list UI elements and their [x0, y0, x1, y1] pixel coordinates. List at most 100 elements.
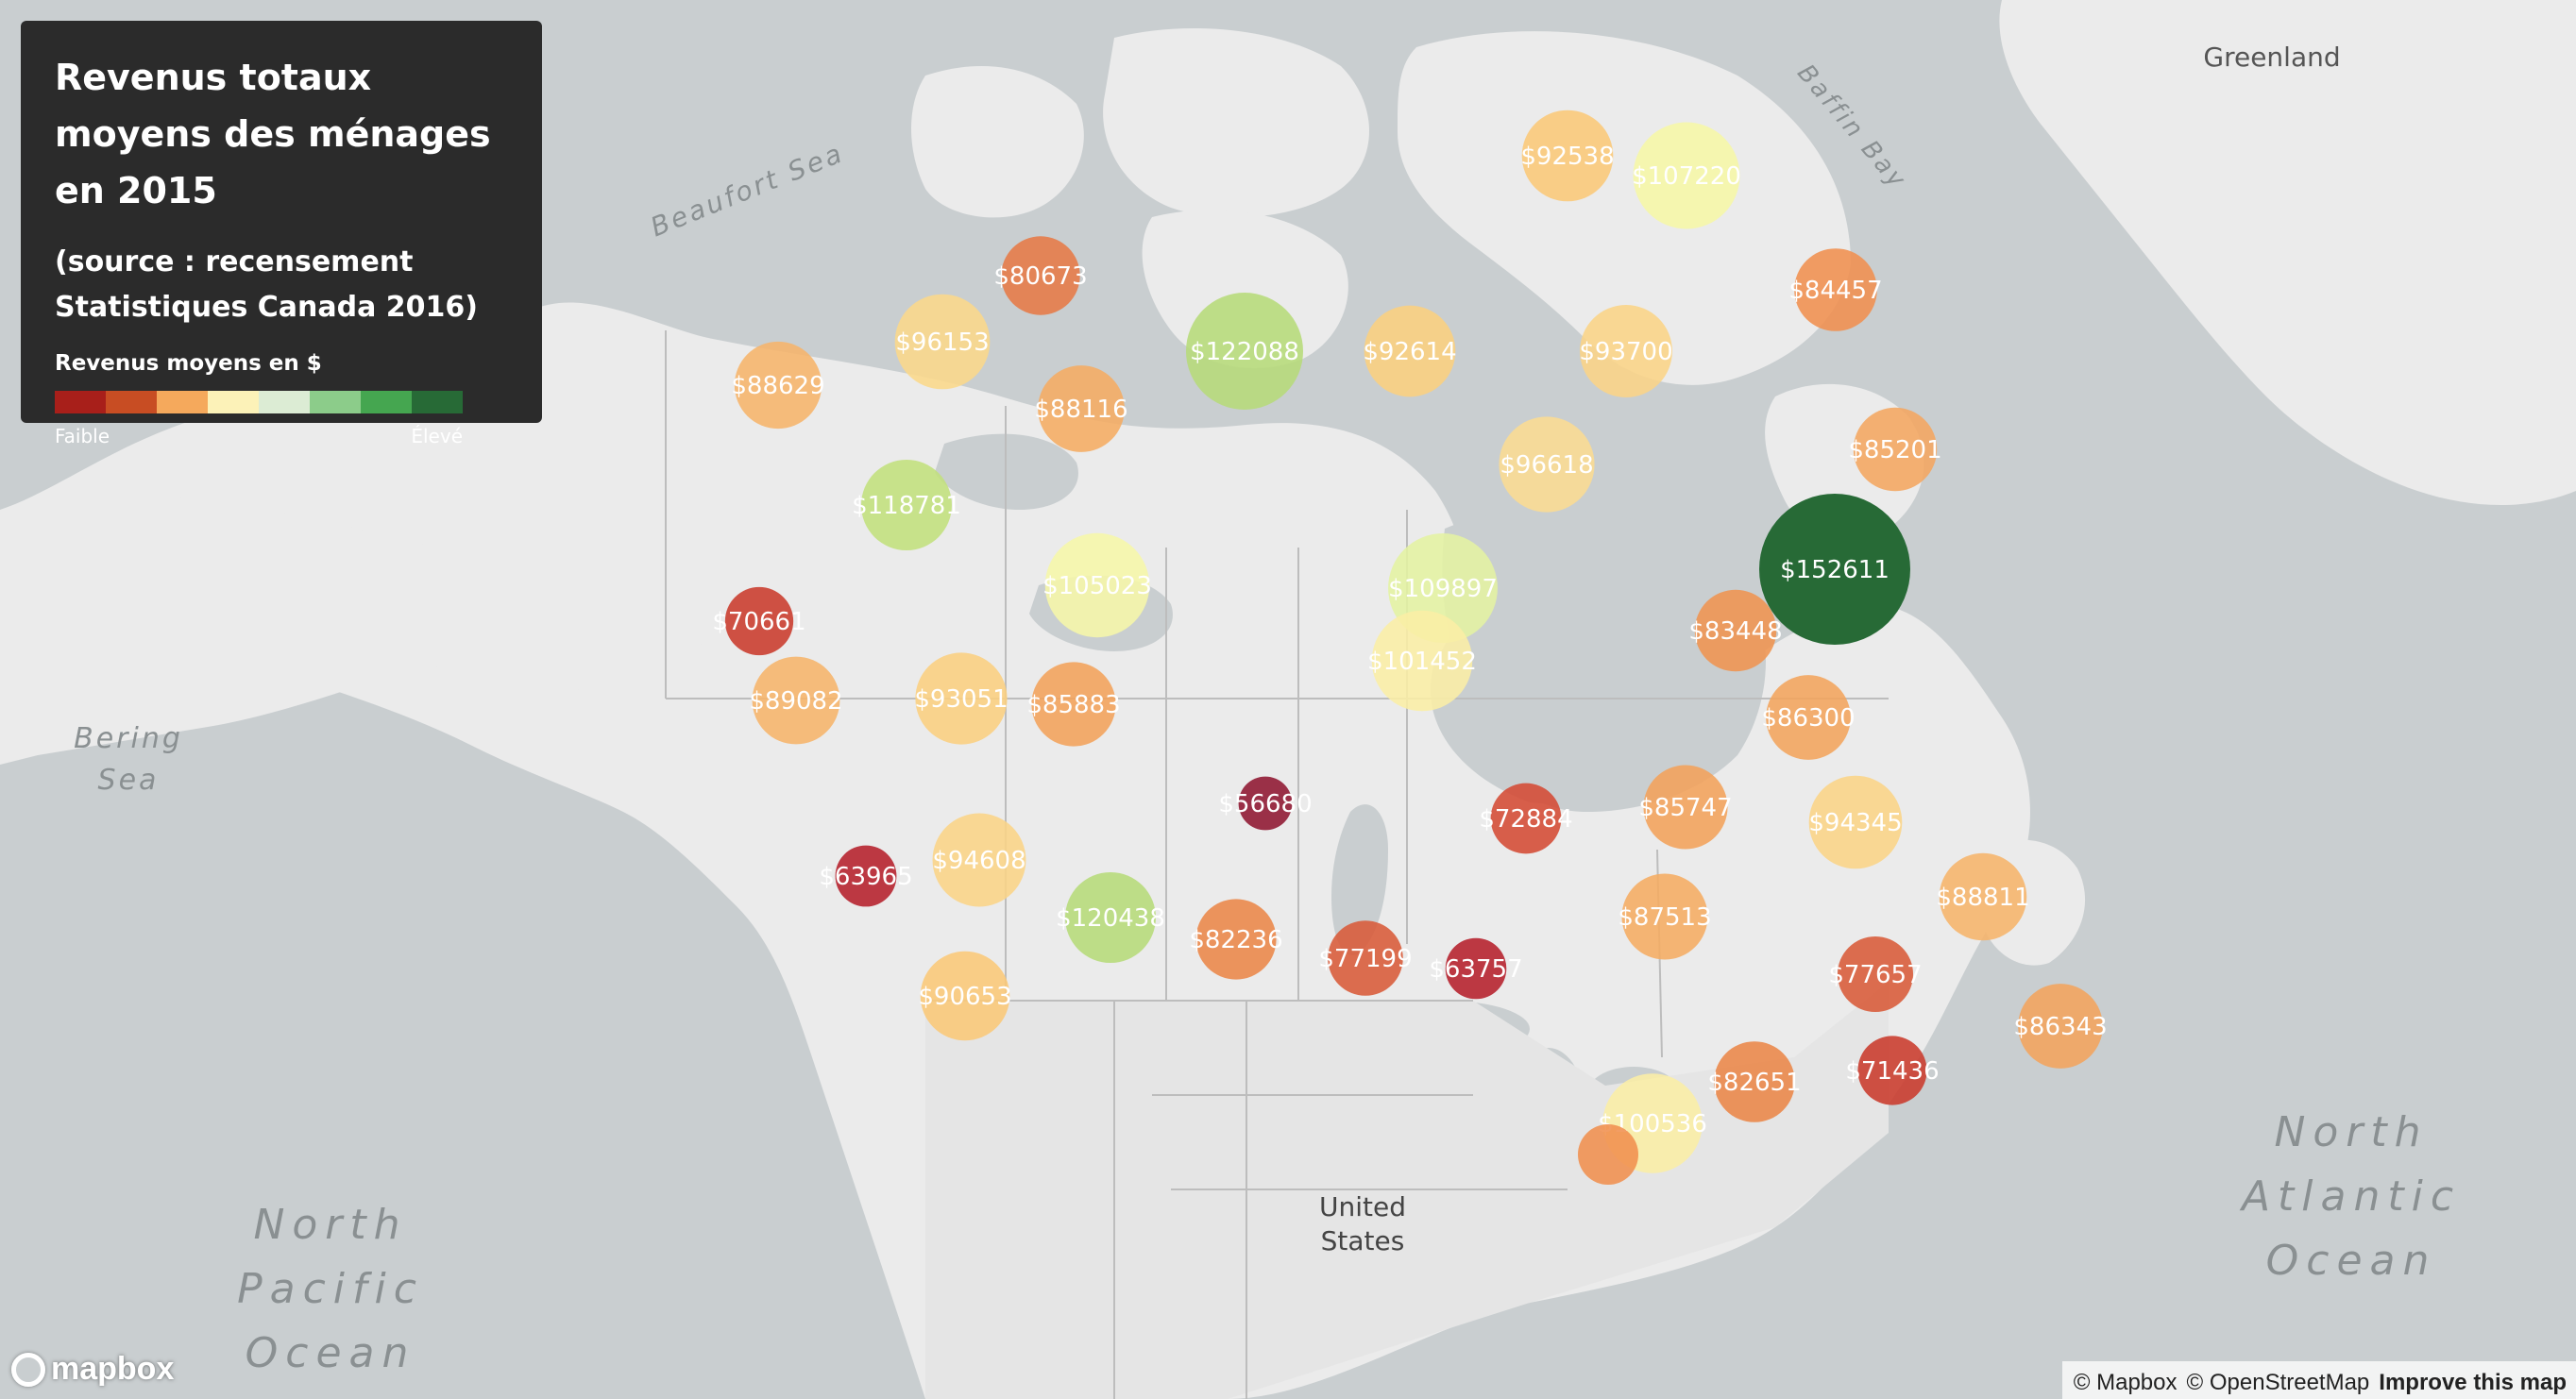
income-marker-label: $92538: [1520, 143, 1614, 171]
bering-sea-label-2: Sea: [98, 764, 160, 797]
income-marker-label: $88811: [1936, 884, 2029, 912]
income-marker[interactable]: [2018, 984, 2103, 1069]
income-marker-label: $85201: [1848, 436, 1941, 464]
income-marker-label: $56680: [1218, 790, 1312, 818]
income-marker[interactable]: [1328, 920, 1403, 996]
legend-swatch: [259, 391, 310, 413]
income-marker-label: $72884: [1479, 805, 1572, 834]
mapbox-logo-text: mapbox: [51, 1351, 175, 1387]
income-marker[interactable]: [1766, 675, 1851, 760]
income-marker[interactable]: [1759, 494, 1910, 645]
income-marker[interactable]: [932, 813, 1026, 907]
income-marker[interactable]: [1621, 873, 1708, 960]
greenland-label: Greenland: [2203, 42, 2340, 73]
legend-source: (source : recensement Statistiques Canad…: [55, 245, 479, 324]
income-marker[interactable]: [1578, 1124, 1638, 1185]
income-marker-label: $70661: [712, 608, 805, 636]
income-marker-label: $90653: [918, 983, 1011, 1011]
income-marker[interactable]: [1939, 852, 2027, 941]
income-marker[interactable]: [1714, 1041, 1795, 1122]
income-marker[interactable]: [1364, 305, 1456, 397]
income-marker[interactable]: [1643, 765, 1728, 850]
income-marker-label: $83448: [1688, 617, 1782, 646]
income-marker-label: $105023: [1042, 572, 1152, 600]
income-marker[interactable]: [1044, 532, 1150, 638]
income-marker-label: $120438: [1056, 904, 1165, 933]
income-marker[interactable]: [1794, 248, 1877, 331]
income-marker[interactable]: [1633, 122, 1740, 229]
income-marker-label: $89082: [749, 687, 842, 716]
income-marker[interactable]: [724, 586, 794, 656]
income-marker-label: $94345: [1808, 809, 1902, 837]
pacific-ocean-label-2: Pacific: [237, 1265, 424, 1313]
income-marker[interactable]: [1499, 416, 1595, 513]
legend-swatch: [157, 391, 208, 413]
income-marker-label: $94608: [932, 847, 1025, 875]
income-marker[interactable]: [1031, 662, 1116, 747]
income-marker-label: $96153: [895, 329, 989, 357]
income-marker[interactable]: [835, 845, 897, 907]
mapbox-logo-icon: [11, 1352, 45, 1387]
income-marker-label: $93700: [1579, 338, 1672, 366]
income-marker[interactable]: [1065, 872, 1156, 963]
income-marker[interactable]: [1521, 110, 1614, 202]
income-marker[interactable]: [920, 951, 1010, 1041]
income-marker[interactable]: [752, 656, 840, 745]
income-marker-label: $92614: [1363, 338, 1456, 366]
income-marker-label: $80673: [993, 262, 1087, 291]
income-marker-label: $77199: [1318, 945, 1412, 973]
improve-map-link[interactable]: Improve this map: [2379, 1370, 2567, 1395]
income-marker-label: $101452: [1367, 648, 1477, 676]
mapbox-logo[interactable]: mapbox: [11, 1351, 174, 1388]
income-marker[interactable]: [1808, 775, 1903, 869]
income-marker-label: $86343: [2013, 1013, 2107, 1041]
atlantic-ocean-label-2: Atlantic: [2239, 1172, 2461, 1221]
legend-title: Revenus totaux moyens des ménages en 201…: [55, 57, 491, 211]
income-marker[interactable]: [861, 460, 952, 550]
income-marker[interactable]: [1238, 776, 1293, 831]
pacific-ocean-label-1: North: [253, 1201, 407, 1249]
legend-color-ramp: [55, 391, 463, 413]
income-markers: $92538 $107220 $80673 $84457 $96153 $122088 $9…: [712, 110, 2108, 1185]
income-marker[interactable]: [1371, 610, 1473, 712]
map-attribution: © Mapbox © OpenStreetMap Improve this ma…: [2061, 1361, 2576, 1399]
income-marker[interactable]: [915, 652, 1008, 745]
income-marker-label: $85747: [1638, 794, 1732, 822]
income-marker-label: $96618: [1500, 451, 1593, 480]
attribution-mapbox-link[interactable]: © Mapbox: [2073, 1370, 2178, 1395]
income-marker[interactable]: [1857, 1036, 1927, 1105]
income-marker-label: $87513: [1618, 903, 1711, 932]
income-marker[interactable]: [1837, 935, 1914, 1013]
income-marker-label: $85883: [1026, 691, 1120, 719]
bering-sea-label-1: Bering: [74, 722, 183, 755]
legend-panel: Revenus totaux moyens des ménages en 201…: [21, 21, 542, 447]
income-marker[interactable]: [1001, 236, 1080, 315]
income-marker-label: $63965: [819, 863, 912, 891]
income-marker-label: $86300: [1761, 704, 1855, 733]
income-marker[interactable]: [1186, 293, 1303, 410]
income-marker[interactable]: [1694, 589, 1777, 672]
legend-swatch: [55, 391, 106, 413]
income-marker[interactable]: [734, 341, 822, 430]
income-marker[interactable]: [1490, 783, 1562, 854]
legend-swatch: [106, 391, 157, 413]
income-marker-label: $118781: [852, 492, 961, 520]
income-marker[interactable]: [1853, 407, 1938, 492]
legend-low-label: Faible: [55, 425, 110, 447]
income-marker-label: $152611: [1780, 556, 1890, 584]
income-marker[interactable]: [1445, 937, 1507, 1000]
income-marker[interactable]: [1195, 899, 1277, 980]
income-marker-label: $107220: [1632, 162, 1741, 191]
united-states-label-2: States: [1321, 1225, 1405, 1256]
atlantic-ocean-label-1: North: [2274, 1108, 2428, 1156]
income-marker-label: $88116: [1034, 396, 1127, 424]
pacific-ocean-label-3: Ocean: [246, 1329, 416, 1377]
income-marker[interactable]: [894, 294, 991, 390]
income-marker[interactable]: [1580, 305, 1672, 397]
income-marker-label: $82651: [1707, 1069, 1801, 1097]
income-marker[interactable]: [1038, 365, 1125, 452]
attribution-osm-link[interactable]: © OpenStreetMap: [2186, 1370, 2370, 1395]
income-marker-label: $122088: [1190, 338, 1299, 366]
income-marker-label: $84457: [1788, 277, 1882, 305]
